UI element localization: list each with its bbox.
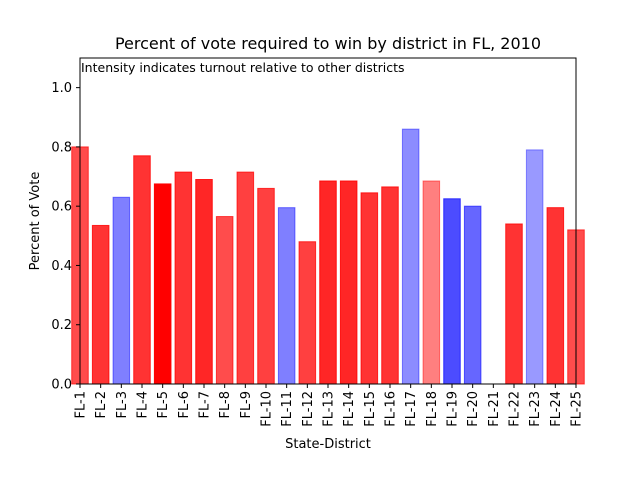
bar-fl-22 — [505, 223, 523, 385]
x-tick-label: FL-10 — [260, 391, 275, 427]
bar-fl-14 — [339, 180, 358, 385]
x-tick-label: FL-1 — [74, 391, 89, 418]
y-axis-label: Percent of Vote — [28, 172, 43, 271]
y-tick-label: 1.0 — [51, 81, 72, 96]
bar-fl-4 — [133, 155, 151, 385]
x-tick-label: FL-11 — [280, 391, 295, 427]
bar-fl-10 — [257, 187, 275, 385]
x-tick-label: FL-15 — [363, 391, 378, 427]
x-tick-label: FL-25 — [570, 391, 585, 427]
bar-fl-23 — [525, 149, 544, 385]
x-tick-label: FL-6 — [177, 391, 192, 418]
bar-fl-5 — [153, 183, 172, 385]
bar-fl-9 — [236, 171, 255, 385]
bar-fl-11 — [277, 207, 296, 385]
x-tick-label: FL-24 — [549, 391, 564, 427]
y-axis: 0.0 0.2 0.4 0.6 0.8 1.0 — [51, 81, 80, 393]
x-axis: FL-1 FL-2 FL-3 FL-4 FL-5 FL-6 FL-7 FL-8 FL-9 FL-1… — [74, 384, 585, 427]
x-tick-label: FL-14 — [342, 391, 357, 427]
x-tick-label: FL-2 — [94, 391, 109, 418]
bar-fl-18 — [422, 180, 441, 385]
x-tick-label: FL-18 — [425, 391, 440, 427]
x-tick-label: FL-3 — [115, 391, 130, 418]
x-tick-label: FL-19 — [446, 391, 461, 427]
bar-fl-15 — [360, 192, 379, 385]
bar-fl-16 — [381, 186, 399, 385]
x-tick-label: FL-16 — [384, 391, 399, 427]
x-axis-label: State-District — [285, 437, 371, 452]
x-tick-label: FL-22 — [508, 391, 523, 427]
bar-fl-6 — [174, 171, 193, 385]
y-tick-label: 0.6 — [51, 200, 72, 215]
x-tick-label: FL-7 — [198, 391, 213, 418]
x-tick-label: FL-5 — [156, 391, 171, 418]
bar-fl-12 — [298, 241, 317, 385]
bar-fl-8 — [215, 216, 234, 385]
bars-group — [71, 128, 585, 385]
y-tick-label: 0.0 — [51, 378, 72, 393]
x-tick-label: FL-12 — [301, 391, 316, 427]
y-tick-label: 0.2 — [51, 318, 72, 333]
bar-fl-24 — [546, 207, 565, 385]
bar-fl-2 — [91, 224, 110, 385]
x-tick-label: FL-17 — [404, 391, 419, 427]
bar-fl-13 — [319, 180, 337, 385]
bar-fl-3 — [112, 196, 131, 385]
chart-title: Percent of vote required to win by distr… — [115, 34, 541, 53]
bar-fl-19 — [443, 198, 461, 385]
chart-annotation: Intensity indicates turnout relative to … — [81, 60, 405, 75]
x-tick-label: FL-13 — [322, 391, 337, 427]
x-tick-label: FL-9 — [239, 391, 254, 418]
x-tick-label: FL-4 — [136, 391, 151, 418]
y-tick-label: 0.4 — [51, 259, 72, 274]
x-tick-label: FL-21 — [487, 391, 502, 427]
bar-fl-17 — [401, 128, 420, 385]
bar-fl-7 — [195, 179, 213, 385]
bar-fl-20 — [463, 205, 482, 385]
x-tick-label: FL-23 — [528, 391, 543, 427]
y-tick-label: 0.8 — [51, 140, 72, 155]
x-tick-label: FL-20 — [466, 391, 481, 427]
x-tick-label: FL-8 — [218, 391, 233, 418]
